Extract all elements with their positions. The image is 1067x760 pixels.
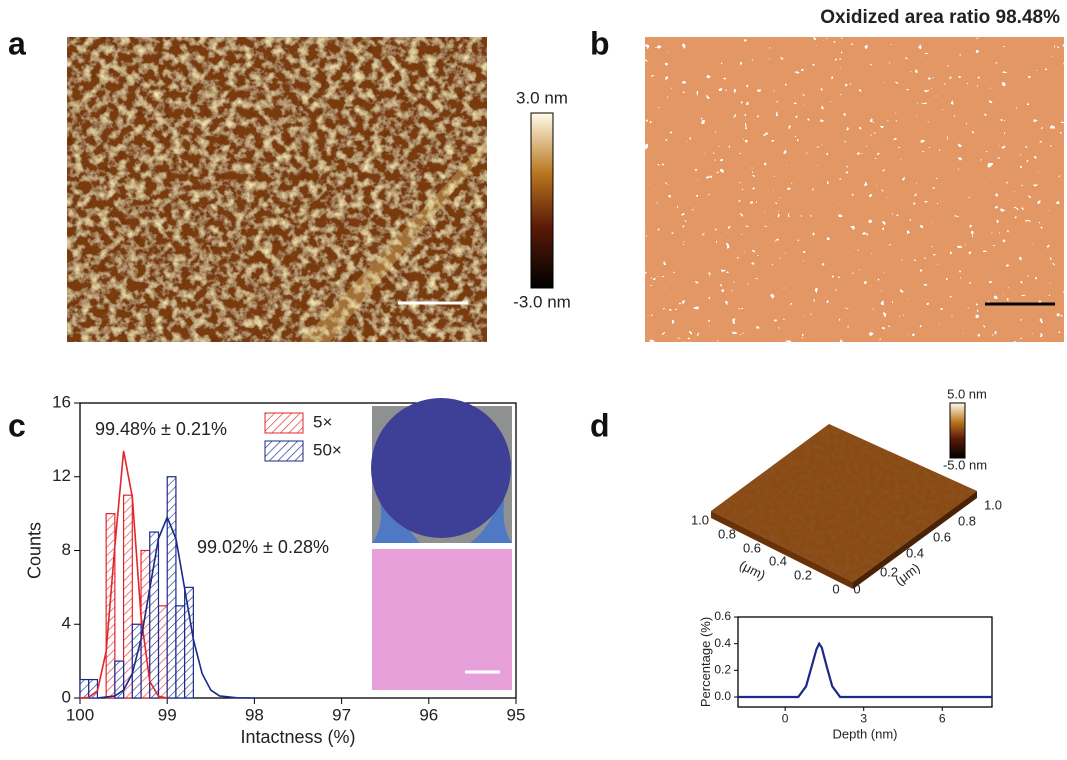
bar <box>114 660 125 699</box>
x-tick-label: 98 <box>245 705 264 724</box>
fit-annotation: 99.48% ± 0.21% <box>95 419 227 439</box>
fit-curve <box>79 450 168 699</box>
panel-label: c <box>8 407 26 443</box>
colorbar-max: 3.0 nm <box>516 88 568 107</box>
y-tick-label: 16 <box>52 392 71 411</box>
optical-image <box>372 549 512 690</box>
panel-label: a <box>8 25 26 61</box>
afm-edge <box>300 140 487 342</box>
plot-frame <box>737 616 993 708</box>
panel-title: Oxidized area ratio 98.48% <box>820 7 1060 28</box>
bar <box>175 605 186 699</box>
surface-texture <box>711 424 977 582</box>
depth-line <box>738 641 992 699</box>
legend-label: 50× <box>313 440 342 459</box>
axis-tick-label: 0.4 <box>769 553 787 568</box>
x-tick-label: 6 <box>939 712 946 726</box>
y-tick-label: 0.0 <box>714 689 731 703</box>
y-tick-label: 0.2 <box>714 663 731 677</box>
histogram: 100 99 98 97 96 95 0 4 8 12 16 Intactness (%) Counts <box>25 392 526 746</box>
axis-tick-label: 0.8 <box>958 513 976 528</box>
unoxidized-specks <box>645 37 1064 342</box>
bar <box>122 494 133 699</box>
legend-swatch <box>264 412 304 434</box>
panel-label: b <box>590 25 610 61</box>
axis-tick-label: 0.4 <box>906 545 924 560</box>
bar <box>149 531 160 699</box>
y-tick-label: 8 <box>62 540 71 559</box>
plot-frame <box>79 402 517 699</box>
axis-label: (μm) <box>737 557 768 583</box>
y-tick-label: 0.6 <box>714 609 731 623</box>
glove <box>372 460 512 543</box>
x-axis-label: Depth (nm) <box>832 726 897 741</box>
y-tick-label: 0 <box>62 687 71 706</box>
fit-curve <box>97 515 255 699</box>
bar <box>157 605 168 699</box>
colorbar-min: -5.0 nm <box>943 457 987 472</box>
axis-tick-label: 0.6 <box>933 529 951 544</box>
bar <box>88 678 99 699</box>
legend-swatch <box>264 440 304 462</box>
x-tick-label: 100 <box>66 705 94 724</box>
colorbar <box>949 402 966 459</box>
depth-profile: 0 3 6 0.0 0.2 0.4 0.6 Depth (nm) Percentage (%) <box>698 609 993 741</box>
axis-tick-label: 1.0 <box>691 512 709 527</box>
afm-texture <box>67 37 487 342</box>
fit-annotation: 99.02% ± 0.28% <box>197 537 329 557</box>
surface-side <box>711 511 853 589</box>
wafer <box>371 398 511 538</box>
x-tick-label: 0 <box>782 712 789 726</box>
axis-tick-label: 0 <box>832 581 839 596</box>
colorbar <box>530 112 554 289</box>
axis-tick-label: 0.2 <box>880 564 898 579</box>
colorbar-min: -3.0 nm <box>513 292 571 311</box>
axis-tick-label: 0 <box>853 581 860 596</box>
axis-tick-label: 1.0 <box>984 497 1002 512</box>
y-axis-label: Percentage (%) <box>698 617 713 707</box>
x-tick-label: 3 <box>860 712 867 726</box>
axis-tick-label: 0.2 <box>794 567 812 582</box>
bar <box>79 678 90 699</box>
x-tick-label: 97 <box>332 705 351 724</box>
surface-side <box>853 491 977 589</box>
axis-tick-label: 0.8 <box>718 526 736 541</box>
y-tick-label: 0.4 <box>714 636 731 650</box>
y-axis-label: Counts <box>25 522 45 579</box>
y-tick-label: 4 <box>62 614 71 633</box>
y-tick-label: 12 <box>52 466 71 485</box>
bar <box>184 586 194 699</box>
panel-label: d <box>590 407 610 443</box>
x-tick-label: 95 <box>507 705 526 724</box>
bar <box>166 476 177 699</box>
x-axis-label: Intactness (%) <box>240 727 355 747</box>
bar <box>131 623 142 699</box>
legend-label: 5× <box>313 412 332 431</box>
x-tick-label: 99 <box>158 705 177 724</box>
axis-tick-label: 0.6 <box>743 540 761 555</box>
x-tick-label: 96 <box>419 705 438 724</box>
colorbar-max: 5.0 nm <box>947 386 987 401</box>
